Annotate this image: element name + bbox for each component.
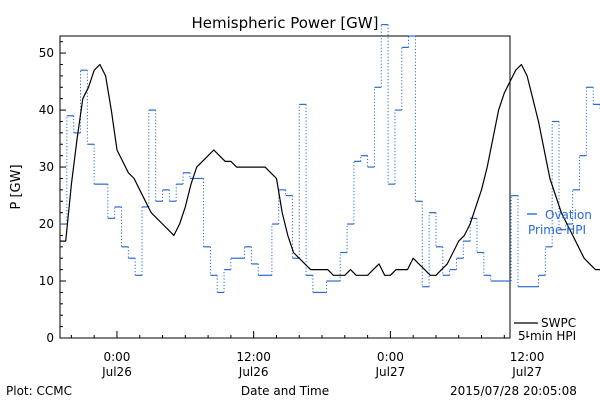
chart-title: Hemispheric Power [GW] <box>192 14 379 32</box>
legend-ovation-label1: Ovation <box>545 208 592 222</box>
x-tick-label-time: 12:00 <box>236 350 271 364</box>
plot-frame <box>59 35 511 339</box>
y-tick-label: 0 <box>46 331 54 345</box>
x-tick-label-date: Jul27 <box>511 365 542 379</box>
y-tick-label: 40 <box>39 103 54 117</box>
x-tick-label-time: 0:00 <box>103 350 130 364</box>
series-ovation <box>60 24 600 294</box>
legend-ovation-label2: Prime HPI <box>528 223 586 237</box>
legend-swpc-label2: 5-min HPI <box>518 329 576 343</box>
legend-swpc-label1: SWPC <box>541 316 576 330</box>
x-axis: 0:00Jul2612:00Jul260:00Jul2712:00Jul270:… <box>70 331 545 379</box>
y-axis-label: P [GW] <box>9 164 24 209</box>
plot-timestamp: 2015/07/28 20:05:08 <box>450 384 577 398</box>
y-tick-label: 50 <box>39 46 54 60</box>
y-axis: 0 10 20 30 40 50 <box>39 41 66 345</box>
y-tick-label: 10 <box>39 274 54 288</box>
x-tick-label-date: Jul27 <box>375 365 406 379</box>
x-tick-label-time: 12:00 <box>510 350 545 364</box>
series-layer <box>60 24 600 294</box>
x-axis-label: Date and Time <box>241 384 329 398</box>
y-tick-label: 30 <box>39 160 54 174</box>
y-tick-label: 20 <box>39 217 54 231</box>
series-swpc-line <box>60 63 600 276</box>
legend: Ovation Prime HPI SWPC 5-min HPI <box>514 208 592 343</box>
plot-credit: Plot: CCMC <box>6 384 72 398</box>
x-tick-label-time: 0:00 <box>377 350 404 364</box>
x-tick-label-date: Jul26 <box>238 365 269 379</box>
x-tick-label-date: Jul26 <box>101 365 132 379</box>
